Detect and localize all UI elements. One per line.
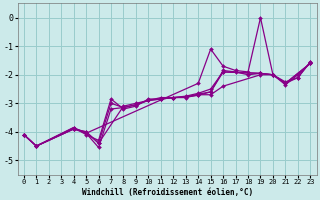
X-axis label: Windchill (Refroidissement éolien,°C): Windchill (Refroidissement éolien,°C) [82,188,253,197]
